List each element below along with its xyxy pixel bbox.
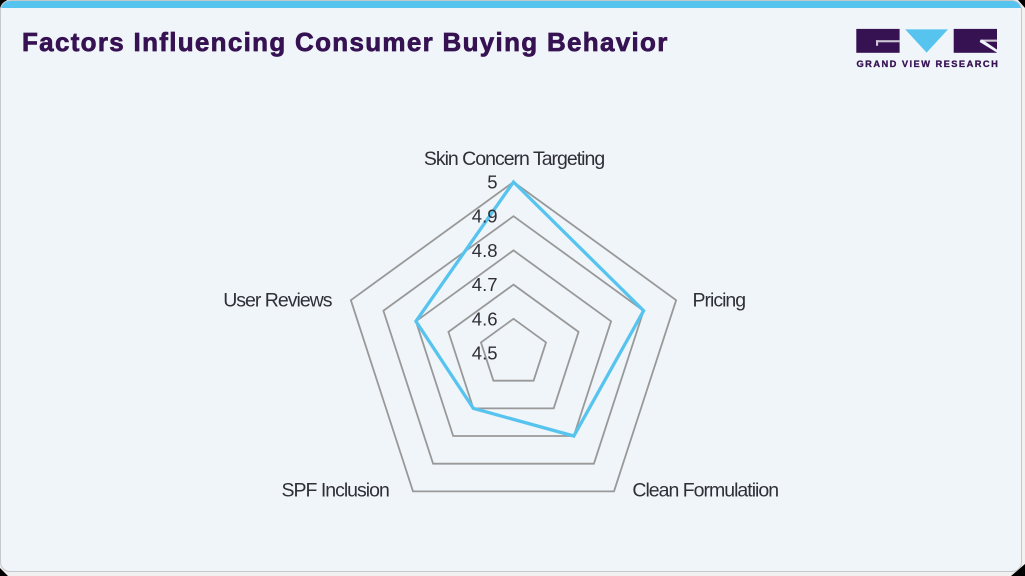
svg-text:GRAND VIEW RESEARCH: GRAND VIEW RESEARCH — [857, 59, 1000, 69]
svg-text:SPF Inclusion: SPF Inclusion — [281, 480, 388, 502]
svg-text:User Reviews: User Reviews — [223, 290, 333, 312]
svg-text:4.8: 4.8 — [472, 240, 498, 261]
svg-text:Clean Formulatiion: Clean Formulatiion — [632, 480, 778, 502]
svg-text:4.5: 4.5 — [472, 343, 498, 364]
svg-text:Pricing: Pricing — [693, 290, 746, 312]
svg-text:Skin Concern Targeting: Skin Concern Targeting — [424, 148, 604, 170]
svg-text:4.6: 4.6 — [472, 308, 498, 329]
svg-text:4.7: 4.7 — [472, 274, 498, 295]
svg-text:4.9: 4.9 — [472, 206, 498, 227]
svg-text:5: 5 — [487, 172, 497, 193]
